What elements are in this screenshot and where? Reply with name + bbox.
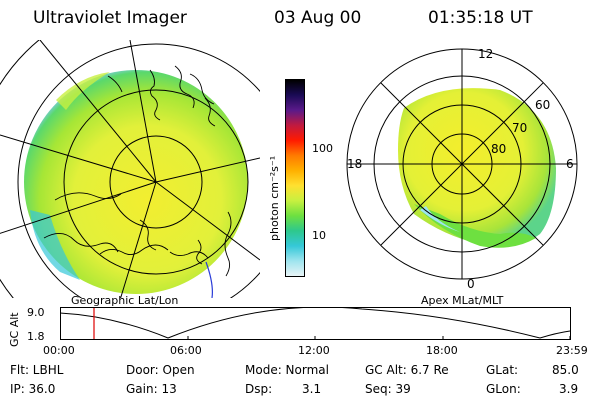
orbit-time-tick-1800: 18:00 bbox=[426, 344, 458, 357]
right-panel-caption: Apex MLat/MLT bbox=[421, 294, 504, 307]
mlat-label-70: 70 bbox=[512, 121, 527, 135]
colorbar-tick-10: 10 bbox=[312, 229, 326, 242]
time-label: 01:35:18 UT bbox=[428, 8, 533, 28]
dsp-info-label: Dsp: bbox=[245, 382, 273, 396]
left-panel-caption: Geographic Lat/Lon bbox=[71, 294, 179, 307]
dsp-info-value: 3.1 bbox=[302, 382, 322, 396]
mlat-label-60: 60 bbox=[535, 98, 550, 112]
colorbar-unit-label: photon cm⁻²s⁻¹ bbox=[268, 155, 281, 241]
instrument-title: Ultraviolet Imager bbox=[33, 8, 187, 28]
coastlines bbox=[43, 65, 232, 277]
glat-info-label: GLat: bbox=[486, 363, 519, 377]
terminator-line bbox=[205, 261, 213, 298]
mlt-label-6: 6 bbox=[566, 157, 574, 171]
apex-polar-plot: 12 6 0 18 60 70 80 bbox=[346, 47, 578, 291]
ip-info: IP: 36.0 bbox=[10, 382, 56, 396]
orbit-time-tick-0600: 06:00 bbox=[170, 344, 202, 357]
geographic-auroral-image bbox=[0, 40, 260, 298]
mode-info: Mode: Normal bbox=[245, 363, 329, 377]
colorbar bbox=[285, 79, 305, 277]
gain-info: Gain: 13 bbox=[126, 382, 177, 396]
lat-lon-grid bbox=[0, 40, 260, 298]
auroral-oval-image bbox=[398, 88, 556, 248]
door-info: Door: Open bbox=[126, 363, 195, 377]
mlat-mlt-grid bbox=[346, 48, 578, 280]
colorbar-tick-100: 100 bbox=[312, 142, 333, 155]
orbit-ytick-bottom: 1.8 bbox=[27, 330, 45, 343]
orbit-time-tick-1200: 12:00 bbox=[298, 344, 330, 357]
mlt-label-12: 12 bbox=[478, 47, 493, 61]
orbit-ytick-top: 9.0 bbox=[27, 306, 45, 319]
gc-alt-info: GC Alt: 6.7 Re bbox=[365, 363, 449, 377]
orbit-ylabel: GC Alt bbox=[8, 312, 21, 347]
filter-info: Flt: LBHL bbox=[10, 363, 64, 377]
mlt-label-0: 0 bbox=[467, 277, 475, 291]
glon-info-value: 3.9 bbox=[559, 382, 579, 396]
glon-info-label: GLon: bbox=[486, 382, 521, 396]
seq-info: Seq: 39 bbox=[365, 382, 411, 396]
orbit-time-ticks bbox=[60, 336, 571, 340]
mlat-label-80: 80 bbox=[491, 142, 506, 156]
orbit-altitude-curve bbox=[60, 307, 571, 339]
mlt-label-18: 18 bbox=[347, 157, 362, 171]
glat-info-value: 85.0 bbox=[552, 363, 579, 377]
orbit-frame bbox=[60, 307, 571, 340]
orbit-altitude-plot bbox=[60, 307, 571, 340]
orbit-time-tick-2359: 23:59 bbox=[556, 344, 588, 357]
orbit-time-tick-0000: 00:00 bbox=[43, 344, 75, 357]
earth-disk bbox=[24, 70, 248, 294]
date-label: 03 Aug 00 bbox=[274, 8, 362, 28]
